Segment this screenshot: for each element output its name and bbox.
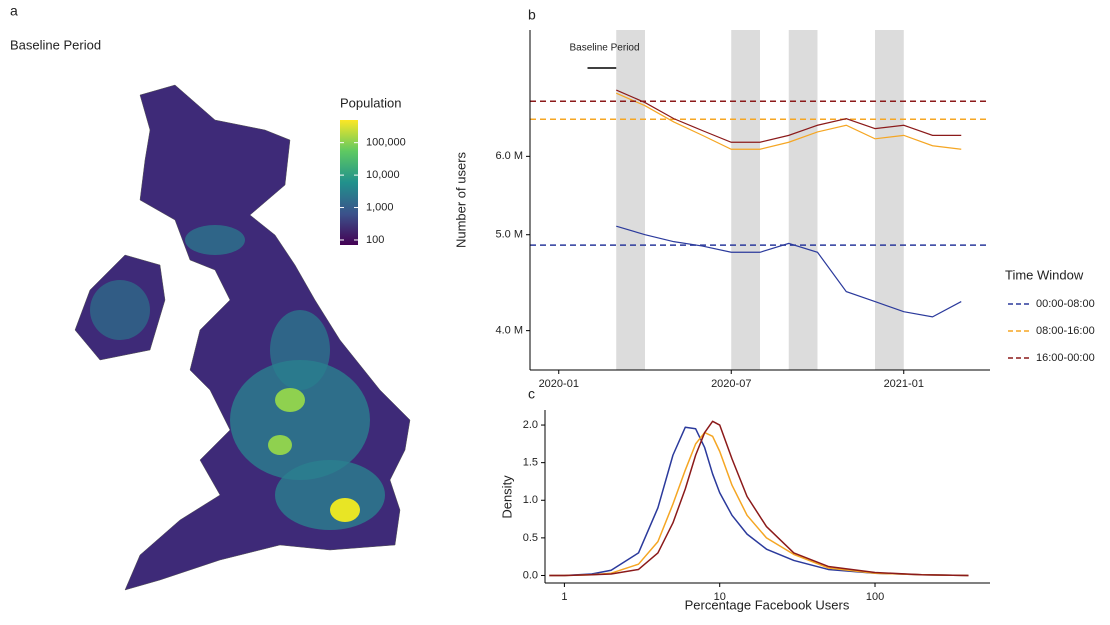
y-tick-label: 1.0 — [523, 494, 538, 506]
legend-label: 16:00-00:00 — [1036, 352, 1095, 364]
density-area — [90, 280, 150, 340]
series-line — [616, 89, 962, 143]
density-area — [230, 360, 370, 480]
legend-title: Time Window — [1005, 267, 1084, 282]
x-tick-label: 2021-01 — [884, 378, 924, 390]
series-line — [616, 225, 962, 318]
density-area — [268, 435, 292, 455]
colorbar — [340, 120, 358, 245]
density-area — [270, 310, 330, 390]
y-tick-label: 6.0 M — [495, 150, 523, 162]
panel-label: b — [528, 7, 536, 23]
density-area — [275, 388, 305, 412]
shaded-period — [875, 30, 904, 370]
density-area — [185, 225, 245, 255]
shaded-period — [788, 30, 818, 370]
legend-label: 00:00-08:00 — [1036, 298, 1095, 310]
colorbar-title: Population — [340, 95, 401, 110]
x-axis-title: Percentage Facebook Users — [685, 597, 850, 612]
density-area — [275, 460, 385, 530]
density-curve — [549, 420, 969, 577]
x-tick-label: 100 — [866, 591, 884, 603]
y-axis-title: Density — [499, 475, 514, 519]
shaded-period — [731, 30, 760, 370]
x-tick-label: 10 — [714, 591, 726, 603]
colorbar-label: 1,000 — [366, 201, 394, 213]
map-title: Baseline Period — [10, 37, 101, 52]
x-tick-label: 1 — [561, 591, 567, 603]
y-axis-title: Number of users — [453, 151, 468, 248]
baseline-period-label: Baseline Period — [570, 43, 640, 54]
x-tick-label: 2020-01 — [539, 378, 579, 390]
y-tick-label: 4.0 M — [495, 325, 523, 337]
density-area — [330, 498, 360, 522]
series-line — [616, 92, 962, 150]
legend-label: 08:00-16:00 — [1036, 325, 1095, 337]
y-tick-label: 1.5 — [523, 457, 538, 469]
y-tick-label: 0.5 — [523, 532, 538, 544]
y-tick-label: 5.0 M — [495, 229, 523, 241]
density-curve — [549, 431, 969, 577]
panel-label: a — [10, 3, 18, 19]
map-land — [74, 84, 411, 591]
x-tick-label: 2020-07 — [711, 378, 751, 390]
colorbar-label: 100 — [366, 234, 384, 246]
colorbar-label: 10,000 — [366, 169, 400, 181]
shaded-period — [616, 30, 645, 370]
y-tick-label: 2.0 — [523, 419, 538, 431]
y-tick-label: 0.0 — [523, 569, 538, 581]
density-curve — [549, 426, 969, 577]
colorbar-label: 100,000 — [366, 137, 406, 149]
panel-label: c — [528, 386, 535, 402]
